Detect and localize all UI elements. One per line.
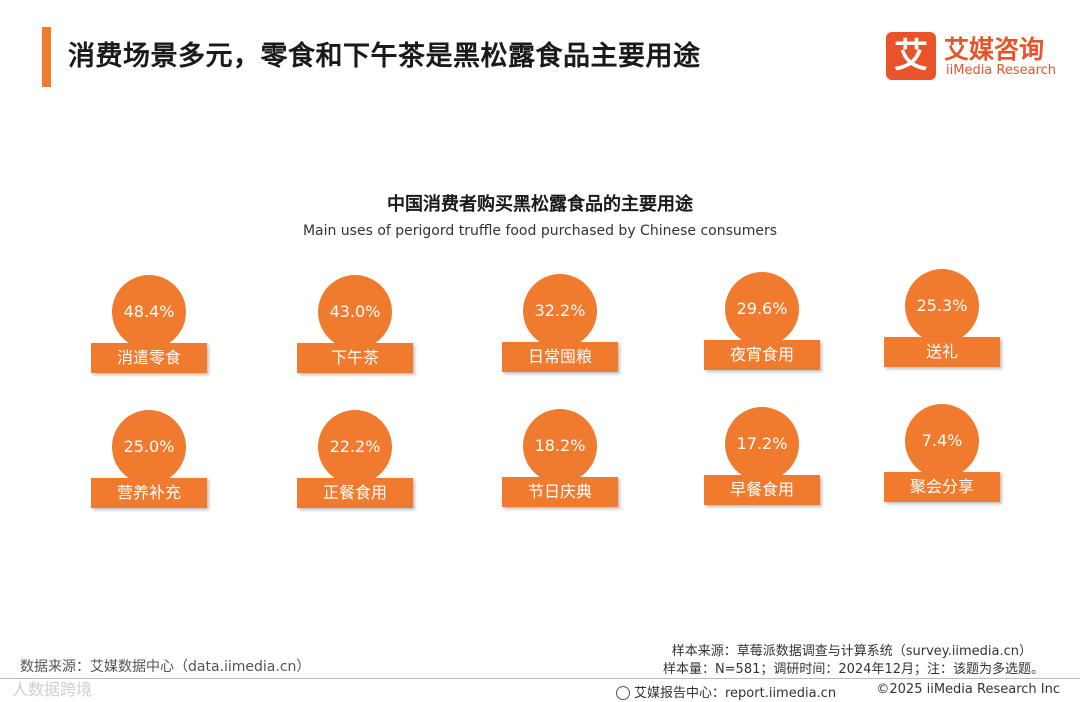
logo-mark-icon: 艾 [886,32,936,80]
usage-item: 25.0% 营养补充 [79,410,219,530]
value-bubble: 7.4% [905,404,979,478]
sample-size-note: 样本量：N=581；调研时间：2024年12月；注：该题为多选题。 [662,662,1044,677]
category-label: 下午茶 [297,343,413,373]
usage-item: 43.0% 下午茶 [285,275,425,395]
watermark-text: 人数据跨境 [12,680,93,699]
usage-item: 25.3% 送礼 [872,269,1012,389]
value-bubble: 25.0% [112,410,186,484]
usage-item: 48.4% 消遣零食 [79,275,219,395]
value-bubble: 18.2% [523,409,597,483]
sample-source: 样本来源：草莓派数据调查与计算系统（survey.iimedia.cn） [671,644,1032,659]
category-label: 聚会分享 [884,472,1000,502]
chart-title: 中国消费者购买黑松露食品的主要用途 [387,194,693,215]
value-bubble: 48.4% [112,275,186,349]
logo-name-cn: 艾媒咨询 [944,35,1045,64]
title-accent-bar [42,27,51,87]
category-label: 节日庆典 [502,477,618,507]
usage-item: 7.4% 聚会分享 [872,404,1012,524]
value-bubble: 43.0% [318,275,392,349]
category-label: 早餐食用 [704,475,820,505]
globe-icon [616,686,630,700]
category-label: 正餐食用 [297,478,413,508]
brand-logo: 艾 艾媒咨询 iiMedia Research [886,30,1066,82]
value-bubble: 25.3% [905,269,979,343]
category-label: 日常囤粮 [502,342,618,372]
value-bubble: 29.6% [725,272,799,346]
usage-item: 17.2% 早餐食用 [692,407,832,527]
report-center-text: 艾媒报告中心：report.iimedia.cn [634,686,837,701]
value-bubble: 32.2% [523,274,597,348]
usage-item: 32.2% 日常囤粮 [490,274,630,394]
category-label: 夜宵食用 [704,340,820,370]
report-center: 艾媒报告中心：report.iimedia.cn [616,682,836,701]
usage-item: 29.6% 夜宵食用 [692,272,832,392]
category-label: 消遣零食 [91,343,207,373]
copyright: ©2025 iiMedia Research Inc [876,682,1060,697]
data-source: 数据来源：艾媒数据中心（data.iimedia.cn） [20,659,311,675]
chart-subtitle: Main uses of perigord truffle food purch… [302,223,778,239]
value-bubble: 17.2% [725,407,799,481]
page-title: 消费场景多元，零食和下午茶是黑松露食品主要用途 [68,41,701,72]
category-label: 营养补充 [91,478,207,508]
logo-name-en: iiMedia Research [946,63,1057,78]
usage-item: 22.2% 正餐食用 [285,410,425,530]
footer-divider [0,678,1080,679]
category-label: 送礼 [884,337,1000,367]
usage-item: 18.2% 节日庆典 [490,409,630,529]
value-bubble: 22.2% [318,410,392,484]
